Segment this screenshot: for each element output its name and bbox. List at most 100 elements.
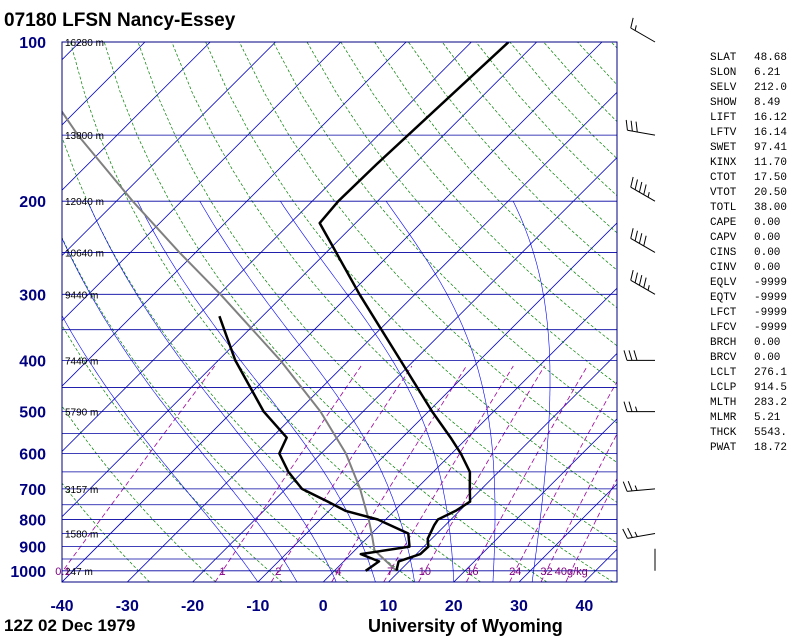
temperature-tick-label: 20: [445, 598, 463, 615]
index-row: SLAT 48.68: [710, 51, 787, 66]
wind-barb-half-feather: [634, 25, 637, 31]
height-label: 5790 m: [65, 408, 98, 419]
wind-barb-feather: [623, 350, 628, 361]
dry-adiabat-line: [62, 136, 415, 582]
index-key: LCLT: [710, 367, 737, 379]
dry-adiabat-line: [62, 236, 349, 582]
pressure-tick-label: 500: [19, 405, 46, 422]
index-row: BRCV 0.00: [710, 351, 787, 366]
dry-adiabat-line: [62, 324, 283, 582]
index-value: 11.70: [754, 157, 788, 169]
isotherm-line: [62, 42, 276, 257]
index-key: SWET: [710, 142, 737, 154]
plot-frame: [61, 41, 618, 583]
index-key: CAPV: [710, 232, 737, 244]
sounding-profiles: [62, 42, 510, 572]
wind-barb-half-feather: [647, 191, 650, 198]
dry-adiabat-line: [205, 42, 617, 503]
index-value: 16.14: [754, 127, 788, 139]
index-key: SELV: [710, 82, 737, 94]
temperature-tick-label: 40: [575, 598, 593, 615]
stability-indices-table: SLAT 48.68 SLON 6.21 SELV 212.0 SHOW 8.49 LIFT 16…: [710, 51, 787, 456]
index-row: SELV 212.0: [710, 81, 787, 96]
wind-barb-feather: [630, 270, 634, 281]
dry-adiabat-line: [374, 42, 617, 309]
index-key: TOTL: [710, 202, 737, 214]
wind-barbs: [622, 17, 656, 571]
data-source: University of Wyoming: [368, 616, 563, 636]
chart-title: 07180 LFSN Nancy-Essey: [4, 10, 236, 31]
height-label: 3157 m: [65, 485, 98, 496]
moist-adiabat-line: [87, 201, 337, 582]
mixing-ratio-label: 16: [466, 566, 478, 578]
index-key: VTOT: [710, 187, 737, 199]
observation-time: 12Z 02 Dec 1979: [4, 616, 136, 635]
mixing-ratio-line: [418, 365, 545, 582]
index-key: BRCV: [710, 352, 737, 364]
index-value: 0.00: [754, 247, 781, 259]
index-key: CINV: [710, 262, 737, 274]
wind-barb-feather: [628, 350, 633, 361]
index-row: CAPV 0.00: [710, 231, 787, 246]
moist-adiabat-line: [385, 201, 496, 582]
isotherm-line: [62, 42, 146, 126]
index-key: PWAT: [710, 442, 737, 454]
height-label: 1580 m: [65, 529, 98, 540]
mixing-ratio-label: 24: [509, 566, 521, 578]
dewpoint-line: [218, 315, 411, 572]
mixing-ratio-label: 7: [387, 566, 393, 578]
mixing-ratio-label: 4: [335, 566, 341, 578]
isotherm-line: [62, 42, 342, 322]
index-key: LFTV: [710, 127, 737, 139]
wind-barb-half-feather: [635, 406, 638, 412]
temperature-tick-label: -40: [50, 598, 73, 615]
wind-barb: [622, 527, 656, 539]
wind-barb: [623, 350, 655, 361]
pressure-tick-label: 200: [19, 194, 46, 211]
mixing-ratio-label: 40g/kg: [555, 566, 588, 578]
index-value: 914.5: [754, 382, 788, 394]
index-row: LCLP 914.5: [710, 381, 787, 396]
wind-barb-feather: [623, 401, 628, 412]
index-key: SLON: [710, 67, 737, 79]
index-row: SHOW 8.49: [710, 96, 787, 111]
height-label: 9440 m: [65, 290, 98, 301]
pressure-tick-label: 800: [19, 513, 46, 530]
index-row: THCK 5543.: [710, 426, 787, 441]
index-key: SLAT: [710, 52, 737, 64]
wind-barb-feather: [643, 235, 647, 247]
index-value: 6.21: [754, 67, 781, 79]
index-key: CINS: [710, 247, 737, 259]
wind-barb-feather: [643, 277, 647, 288]
mixing-ratio-label: 2: [275, 566, 281, 578]
mixing-ratio-line: [331, 365, 467, 582]
dry-adiabat-line: [340, 42, 617, 347]
wind-barb-feather: [627, 527, 633, 538]
height-label: 10640 m: [65, 248, 104, 259]
wind-barb-staff: [627, 129, 656, 136]
index-row: SWET 97.41: [710, 141, 787, 156]
index-key: LIFT: [710, 112, 737, 124]
mixing-ratio-label: 1: [219, 566, 225, 578]
background-grid: [62, 42, 617, 582]
wind-barb-staff: [630, 279, 656, 295]
index-value: 276.1: [754, 367, 788, 379]
index-value: 97.41: [754, 142, 788, 154]
index-value: 283.2: [754, 397, 788, 409]
height-label: 7440 m: [65, 356, 98, 367]
dry-adiabat-line: [62, 405, 217, 582]
index-row: VTOT 20.50: [710, 186, 787, 201]
index-key: LFCV: [710, 322, 737, 334]
index-row: TOTL 38.00: [710, 201, 787, 216]
wind-barb-feather: [643, 184, 647, 195]
index-key: CAPE: [710, 217, 737, 229]
moist-adiabat-line: [137, 201, 376, 582]
moist-adiabat-line: [62, 315, 259, 582]
isotherm-line: [453, 418, 617, 582]
index-value: -9999: [754, 277, 788, 289]
mixing-ratio-line: [540, 433, 617, 582]
temperature-tick-label: -10: [246, 598, 269, 615]
index-row: MLTH 283.2: [710, 396, 787, 411]
index-value: 212.0: [754, 82, 788, 94]
